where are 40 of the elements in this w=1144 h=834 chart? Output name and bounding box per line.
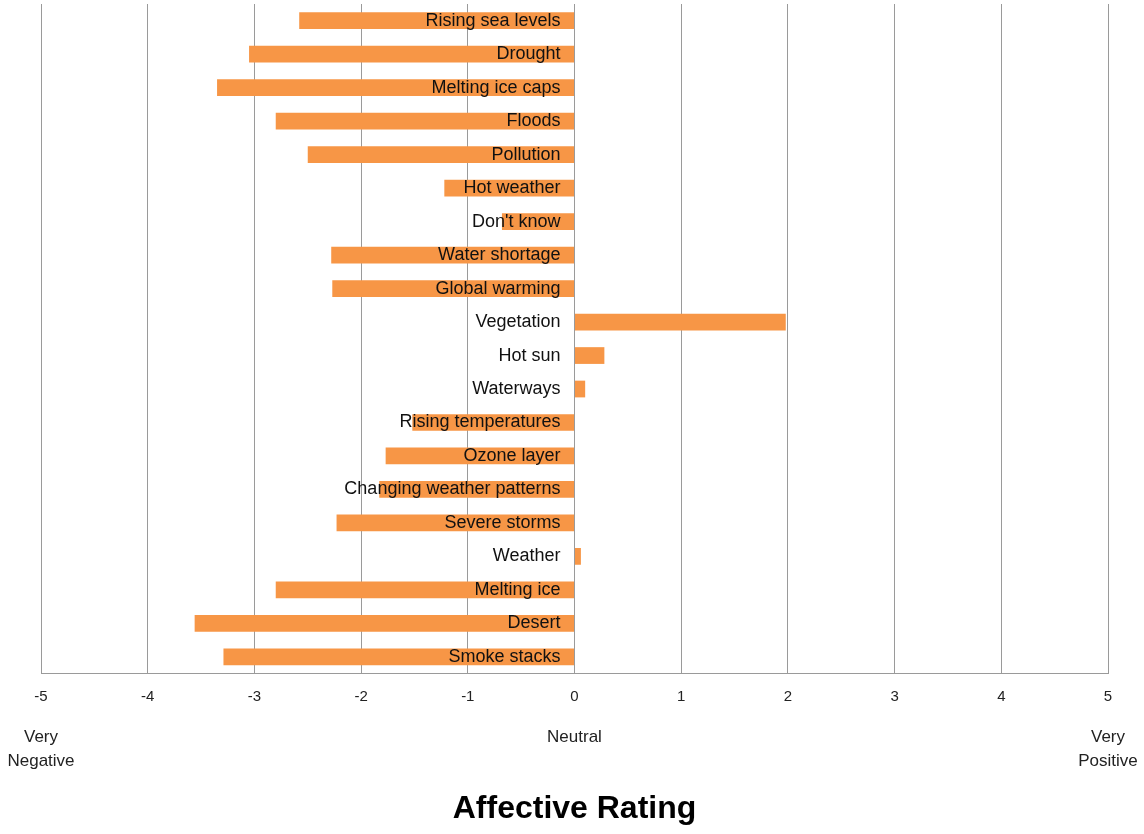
y-tick-label: Pollution [491,143,561,164]
x-tick-label: -4 [141,686,155,704]
y-tick-label: Water shortage [438,244,561,265]
y-tick-label: Hot sun [498,344,561,365]
y-tick-label: Vegetation [475,311,561,332]
x-tick-label: 5 [1103,686,1113,704]
y-tick-label: Melting ice [474,578,561,599]
y-tick-label: Waterways [472,377,561,398]
bar [575,313,786,331]
y-tick-label: Smoke stacks [448,645,561,666]
x-tick-label: -2 [354,686,368,704]
y-tick-label: Rising sea levels [425,9,561,30]
bar [575,548,581,565]
bar [575,380,586,398]
x-tick-label: 2 [783,686,793,704]
x-tick-label: 3 [890,686,899,704]
y-tick-label: Global warming [435,277,561,298]
x-tick-label: -3 [247,686,262,704]
text: Very Negative [7,726,75,770]
bar [307,146,574,164]
bar [194,615,574,632]
text: Neutral [547,726,602,746]
bar [249,45,574,63]
x-tick-label: 0 [570,686,579,704]
x-tick-label: -5 [34,686,48,704]
y-tick-label: Drought [496,43,561,64]
bar [275,112,574,130]
y-tick-label: Floods [506,110,561,131]
x-tick-label: -1 [461,686,475,704]
y-tick-label: Ozone layer [463,444,561,465]
x-axis-title: Affective Rating [452,788,697,825]
y-tick-label: Desert [507,612,561,633]
y-tick-label: Severe storms [444,511,561,532]
x-tick-label: 4 [997,686,1006,704]
y-tick-label: Melting ice caps [431,76,561,97]
text: Very Positive [1078,726,1138,770]
bar [575,347,605,364]
y-tick-label: Hot weather [463,177,561,198]
y-tick-label: Weather [492,545,561,566]
x-tick-label: 1 [677,686,686,704]
